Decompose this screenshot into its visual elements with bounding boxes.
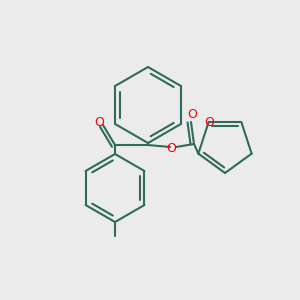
Text: O: O [94, 116, 104, 130]
Text: O: O [166, 142, 176, 154]
Text: O: O [205, 116, 214, 129]
Text: O: O [187, 109, 197, 122]
